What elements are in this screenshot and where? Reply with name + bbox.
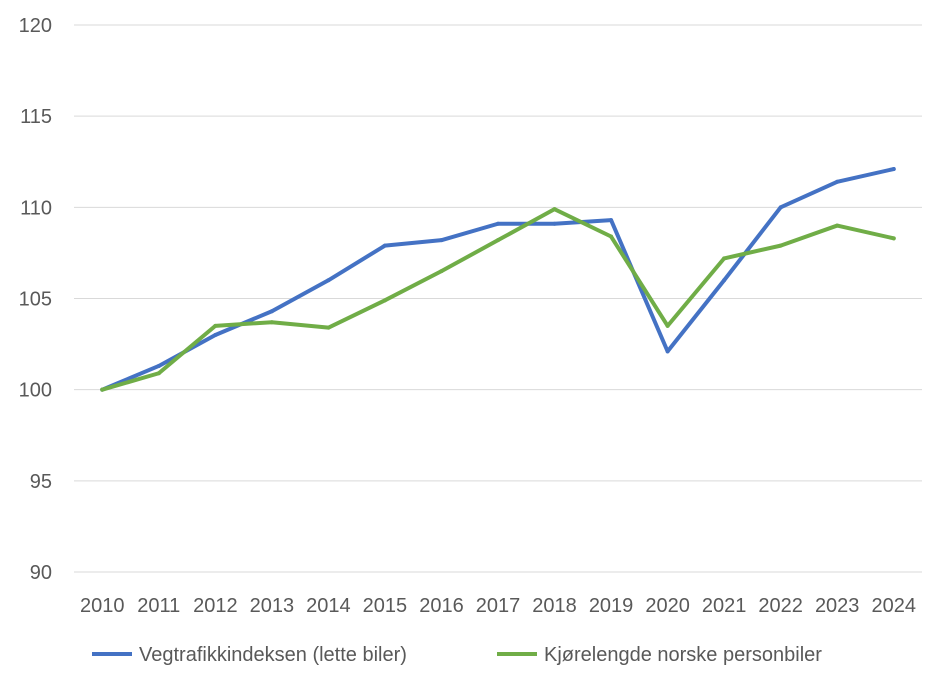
data-point <box>835 223 840 228</box>
x-tick-label: 2011 <box>137 595 180 617</box>
x-tick-label: 2014 <box>306 595 351 617</box>
data-point <box>609 218 614 223</box>
x-tick-label: 2020 <box>645 595 690 617</box>
data-point <box>835 179 840 184</box>
data-point <box>891 236 896 241</box>
data-point <box>213 323 218 328</box>
gridlines <box>74 24 922 573</box>
y-tick-label: 100 <box>19 380 52 402</box>
x-tick-label: 2010 <box>80 595 125 617</box>
x-tick-label: 2013 <box>250 595 295 617</box>
x-tick-label: 2018 <box>532 595 577 617</box>
data-point <box>156 363 161 368</box>
legend: Vegtrafikkindeksen (lette biler) Kjørelen… <box>92 644 822 666</box>
y-axis-ticks: 90 95 100 105 110 115 120 <box>19 15 52 584</box>
data-point <box>665 349 670 354</box>
x-tick-label: 2023 <box>815 595 860 617</box>
data-point <box>496 238 500 243</box>
data-point <box>382 243 387 248</box>
data-point <box>326 325 331 330</box>
legend-label-1: Vegtrafikkindeksen (lette biler) <box>139 644 407 666</box>
x-tick-label: 2017 <box>476 595 521 617</box>
data-point <box>439 238 444 243</box>
series-line-1 <box>100 167 896 392</box>
data-point <box>496 221 500 226</box>
data-point <box>213 332 218 337</box>
x-tick-label: 2021 <box>702 595 747 617</box>
data-point <box>326 278 331 283</box>
data-point <box>552 221 557 226</box>
data-point <box>891 167 896 172</box>
series-line-2 <box>100 207 896 392</box>
legend-label-2: Kjørelengde norske personbiler <box>544 644 822 666</box>
x-tick-label: 2015 <box>363 595 408 617</box>
data-point <box>439 269 444 274</box>
data-point <box>156 371 161 376</box>
data-point <box>722 278 727 283</box>
x-tick-label: 2012 <box>193 595 238 617</box>
x-tick-label: 2024 <box>871 595 916 617</box>
data-point <box>269 309 274 314</box>
data-point <box>552 207 557 212</box>
data-point <box>100 387 105 392</box>
series-lines <box>100 167 896 392</box>
y-tick-label: 115 <box>20 106 52 128</box>
data-point <box>778 243 783 248</box>
data-point <box>722 256 727 261</box>
data-point <box>269 320 274 325</box>
y-tick-label: 110 <box>20 197 52 219</box>
x-tick-label: 2019 <box>589 595 634 617</box>
data-point <box>778 205 783 210</box>
y-tick-label: 105 <box>19 289 52 311</box>
x-tick-label: 2022 <box>758 595 803 617</box>
y-tick-label: 120 <box>19 15 52 37</box>
data-point <box>665 323 670 328</box>
x-axis-ticks: 2010 2011 2012 2013 2014 2015 2016 2017 2018 2019… <box>80 595 916 617</box>
x-tick-label: 2016 <box>419 595 464 617</box>
y-tick-label: 95 <box>30 471 52 493</box>
data-point <box>609 234 614 239</box>
y-tick-label: 90 <box>30 562 52 584</box>
data-point <box>382 298 387 303</box>
